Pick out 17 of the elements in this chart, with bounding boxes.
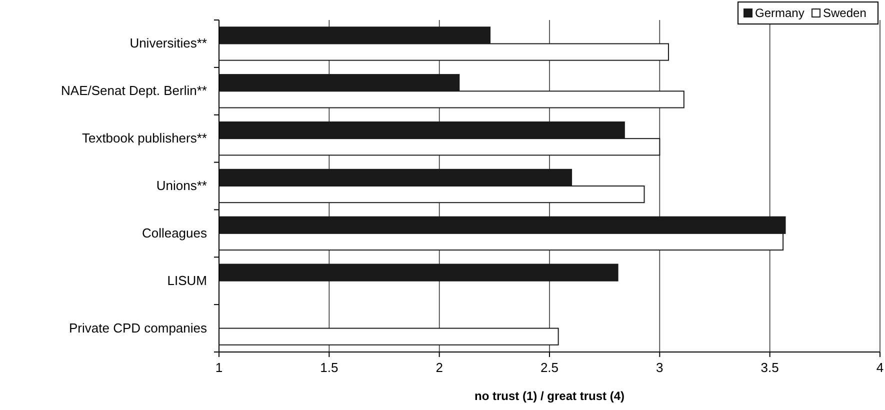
x-tick-label: 4	[876, 360, 884, 375]
y-tick-label: Universities**	[130, 36, 207, 51]
y-tick-label: Private CPD companies	[69, 320, 208, 336]
y-tick-label: Unions**	[156, 178, 207, 193]
x-tick-label: 2	[436, 360, 443, 375]
y-tick-label: NAE/Senat Dept. Berlin**	[61, 83, 207, 98]
x-axis-title: no trust (1) / great trust (4)	[474, 389, 625, 403]
y-tick-label: Textbook publishers**	[82, 130, 207, 146]
y-tick-label: LISUM	[167, 272, 207, 288]
x-tick-label: 1	[215, 360, 223, 375]
x-tick-label: 2.5	[540, 360, 559, 375]
x-tick-label: 3.5	[760, 360, 779, 375]
legend-label: Germany	[755, 6, 804, 20]
y-tick-label: Colleagues	[142, 225, 208, 240]
legend-label: Sweden	[823, 6, 866, 20]
x-tick-label: 3	[656, 360, 664, 375]
x-tick-label: 1.5	[320, 360, 338, 375]
